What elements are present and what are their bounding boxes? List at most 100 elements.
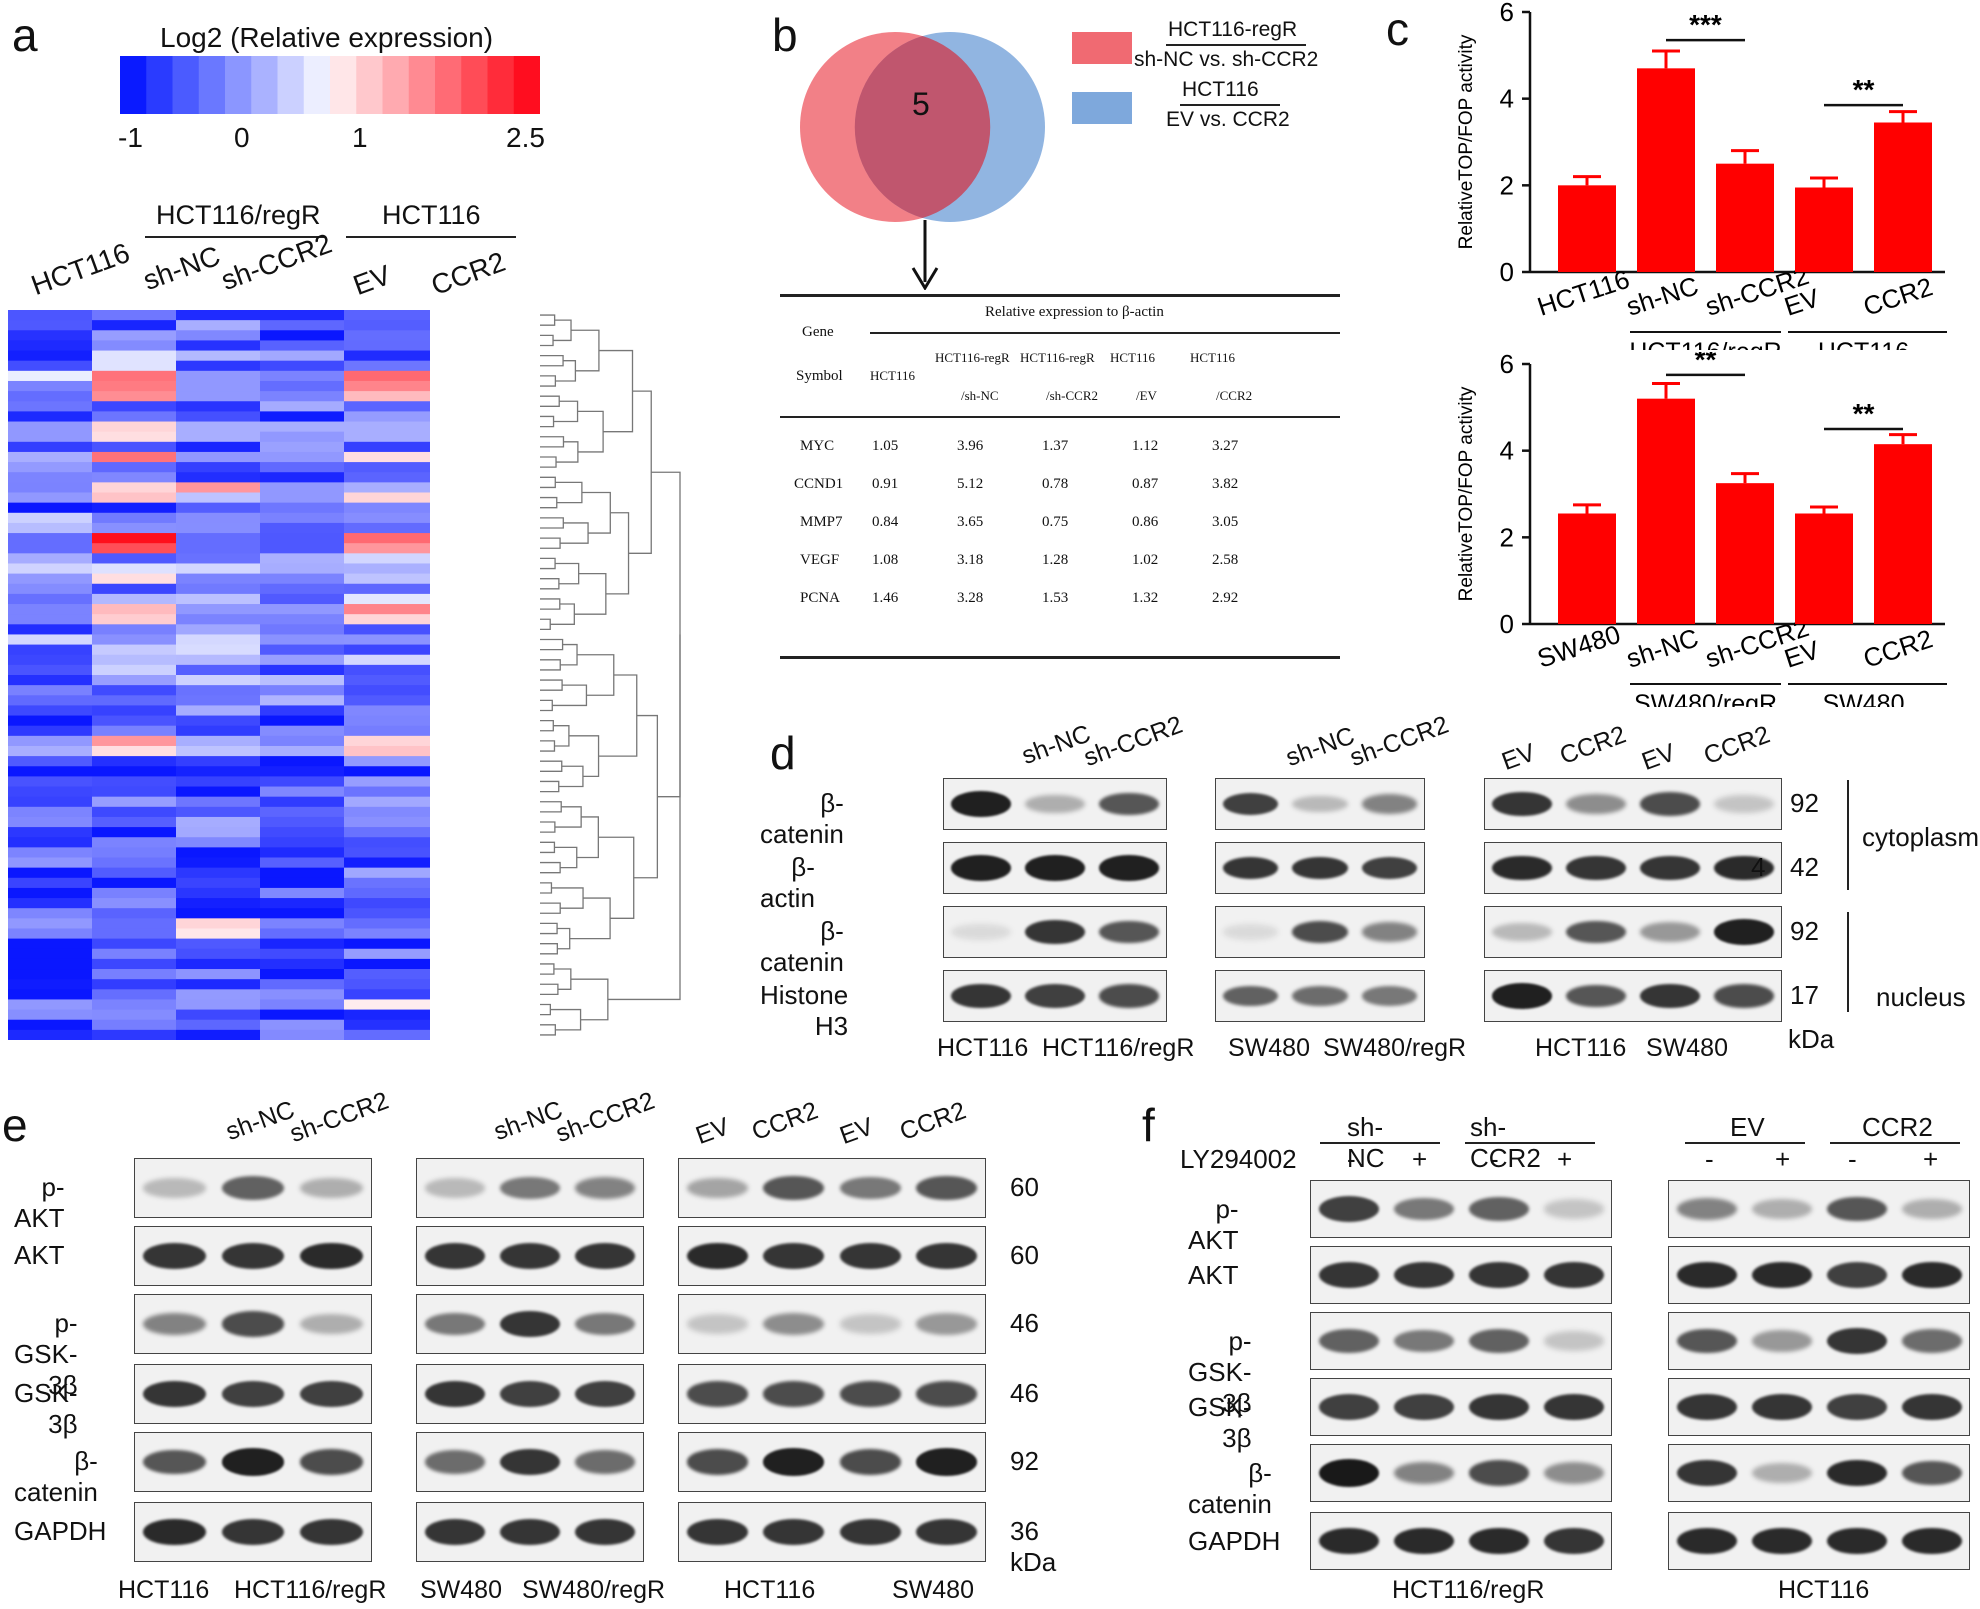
dendrogram-branch [552, 684, 588, 707]
color-scale-step [382, 56, 410, 114]
heatmap-cell [344, 634, 430, 646]
table-value-cell: 1.46 [872, 590, 899, 606]
heatmap-cell [92, 989, 176, 1001]
blot-strip [1310, 1444, 1612, 1502]
heatmap-cell [176, 310, 260, 321]
heatmap-cell [92, 958, 176, 970]
blot-band [951, 923, 1011, 941]
dendrogram-branch [576, 816, 599, 859]
table-gene-cell: VEGF [800, 552, 840, 568]
heatmap-cell [260, 695, 344, 707]
heatmap-cell [92, 451, 176, 463]
heatmap-cell [344, 695, 430, 707]
blot-band [142, 1178, 206, 1198]
heatmap-cell [176, 441, 260, 453]
heatmap-cell [260, 624, 344, 636]
col-label-ccr2: CCR2 [427, 245, 510, 302]
heatmap-cell [260, 482, 344, 494]
heatmap-cell [92, 1029, 176, 1040]
heatmap-cell [8, 806, 92, 818]
heatmap-cell [260, 847, 344, 859]
stray-mark: 4 [1751, 852, 1766, 882]
dendrogram-branch [554, 806, 582, 828]
heatmap-cell [260, 827, 344, 838]
blot-band [499, 1518, 561, 1546]
heatmap-cell [176, 908, 260, 919]
heatmap-cell [260, 340, 344, 352]
heatmap-cell [8, 877, 92, 889]
heatmap-cell [92, 482, 176, 494]
blot-row-label: AKT [1188, 1260, 1239, 1290]
heatmap-cell [176, 421, 260, 433]
blot-band [1751, 1198, 1812, 1220]
heatmap-cell [344, 786, 430, 798]
heatmap-cell [92, 472, 176, 483]
heatmap-cell [92, 320, 176, 331]
color-scale-step [461, 56, 488, 114]
scale-title: Log2 (Relative expression) [160, 22, 494, 53]
heatmap-cell [8, 776, 92, 788]
heatmap-cell [260, 543, 344, 554]
heatmap-cell [344, 867, 430, 879]
dendrogram-branch [540, 882, 553, 894]
cell-line-label: HCT116 [1778, 1576, 1870, 1604]
heatmap-cell [344, 796, 430, 808]
heatmap-cell [176, 1019, 260, 1031]
heatmap-cell [344, 644, 430, 656]
heatmap-cell [260, 1009, 344, 1021]
heatmap-cell [92, 350, 176, 362]
heatmap-cell [344, 908, 430, 919]
heatmap-cell [344, 451, 430, 463]
blot-band [142, 1312, 206, 1336]
blot-band [1025, 855, 1085, 881]
bar [1795, 187, 1853, 272]
heatmap-cell [8, 867, 92, 879]
heatmap-cell [176, 472, 260, 483]
heatmap-cell [176, 1009, 260, 1021]
heatmap-cell [260, 380, 344, 392]
blot-strip [943, 906, 1167, 958]
blot-band [1826, 1459, 1887, 1487]
group-rule [1320, 1142, 1440, 1144]
color-scale-step [198, 56, 226, 114]
panel-label-b: b [772, 9, 798, 61]
dendrogram-branch [540, 861, 561, 874]
heatmap-cell [344, 421, 430, 433]
blot-band [424, 1178, 485, 1198]
table-head-rule [780, 416, 1340, 418]
heatmap-cell [344, 401, 430, 412]
blot-band [1676, 1328, 1737, 1354]
lane-label: CCR2 [896, 1096, 970, 1147]
heatmap-cell [344, 979, 430, 990]
lane-label: CCR2 [748, 1096, 822, 1147]
lane-label-sh-ccr2: sh-CCR2 [286, 1086, 393, 1149]
dendrogram-branch [556, 441, 579, 463]
panel-label-a: a [12, 9, 38, 61]
blot-strip [678, 1294, 986, 1354]
blot-band [1714, 855, 1774, 881]
blot-band [1468, 1328, 1529, 1354]
y-tick-label: 2 [1500, 170, 1514, 200]
dendrogram-branch [560, 522, 589, 544]
heatmap-cell [260, 979, 344, 990]
blot-band [1901, 1261, 1962, 1289]
blot-band [1543, 1393, 1604, 1421]
blot-strip [416, 1294, 644, 1354]
dendrogram-branch [540, 699, 553, 712]
blot-band [424, 1242, 485, 1270]
bar [1795, 513, 1853, 624]
heatmap-cell [176, 583, 260, 595]
heatmap-cell [344, 492, 430, 504]
heatmap-cell [260, 877, 344, 889]
blot-band [916, 1313, 978, 1335]
heatmap-cell [92, 1019, 176, 1031]
table-value-cell: 0.87 [1132, 476, 1159, 492]
heatmap-cell [92, 705, 176, 717]
blot-band [1222, 985, 1279, 1007]
blot-band [1751, 1527, 1812, 1555]
heatmap-cell [92, 644, 176, 656]
scale-tick-0: 0 [234, 122, 250, 153]
heatmap-cell [8, 441, 92, 453]
dendrogram-branch [581, 491, 611, 534]
heatmap-cell [260, 472, 344, 483]
